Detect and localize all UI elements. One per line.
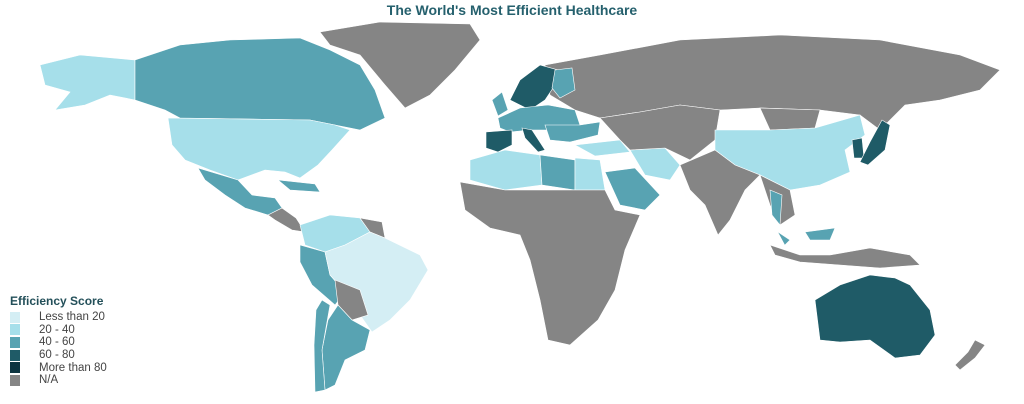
legend-item: 60 - 80 [10,349,107,362]
region-scandinavia [509,64,559,111]
region-usa [167,117,351,181]
region-canada [134,37,386,131]
region-central-asia [599,104,721,161]
legend-swatch [10,349,20,361]
region-libya [539,154,576,191]
region-thailand [769,189,783,226]
legend-swatch [10,324,20,336]
region-australia [814,274,936,359]
legend-swatch [10,311,20,323]
region-bolivia-paraguay [334,279,369,321]
region-uk [491,91,509,117]
region-new-zealand [954,339,986,371]
region-spain-portugal [485,129,513,153]
legend-swatch [10,374,20,386]
legend-swatch [10,336,20,348]
legend-label: N/A [39,374,59,387]
region-alaska [39,54,136,111]
legend-label: More than 80 [39,361,107,374]
legend-item: 40 - 60 [10,336,107,349]
legend-label: 60 - 80 [39,349,75,362]
region-finland [551,67,576,99]
legend-item: 20 - 40 [10,324,107,337]
legend-item: More than 80 [10,361,107,374]
legend-label: 40 - 60 [39,336,75,349]
region-egypt [574,157,606,191]
legend-label: Less than 20 [39,311,105,324]
legend-swatch [10,362,20,374]
region-chile [313,299,331,393]
region-argentina [321,304,371,391]
region-saudi [604,167,661,211]
legend-item: Less than 20 [10,311,107,324]
region-greenland [319,21,481,109]
region-north-africa-west [469,149,543,191]
legend-item: N/A [10,374,107,387]
legend-label: 20 - 40 [39,323,75,336]
map-title: The World's Most Efficient Healthcare [386,2,638,18]
region-eastern-europe [544,121,601,143]
region-indonesia [769,244,921,269]
region-mongolia [759,107,821,131]
region-caribbean [277,179,321,193]
region-japan [859,119,891,166]
region-italy [521,127,546,153]
legend-title: Efficiency Score [10,294,104,308]
region-korea [851,137,865,159]
region-turkey [574,139,631,157]
region-malaysia [777,227,836,246]
region-india [679,149,761,236]
region-africa [459,181,641,346]
legend: Efficiency Score Less than 20 20 - 40 40 -… [10,294,107,387]
